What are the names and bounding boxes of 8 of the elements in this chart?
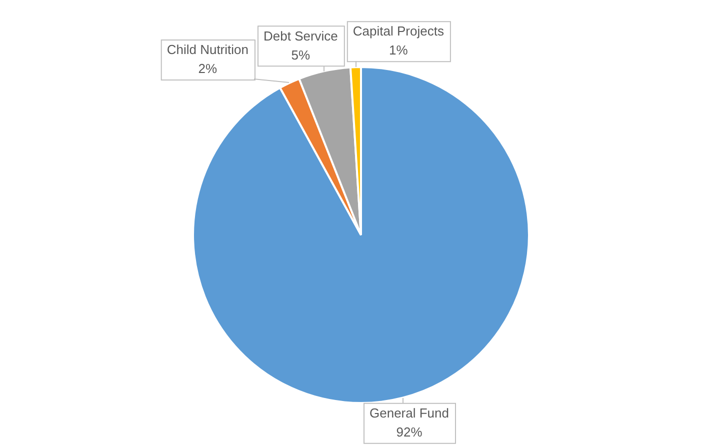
- data-label: 2%: [198, 61, 218, 76]
- slice-label: Capital Projects: [352, 24, 444, 39]
- data-label: 1%: [389, 42, 408, 58]
- slice-label: Debt Service: [263, 28, 338, 44]
- data-label: 92%: [396, 424, 423, 440]
- data-label: 5%: [291, 47, 311, 62]
- slice-label: General Fund: [369, 405, 449, 420]
- slice-label: Child Nutrition: [166, 42, 248, 58]
